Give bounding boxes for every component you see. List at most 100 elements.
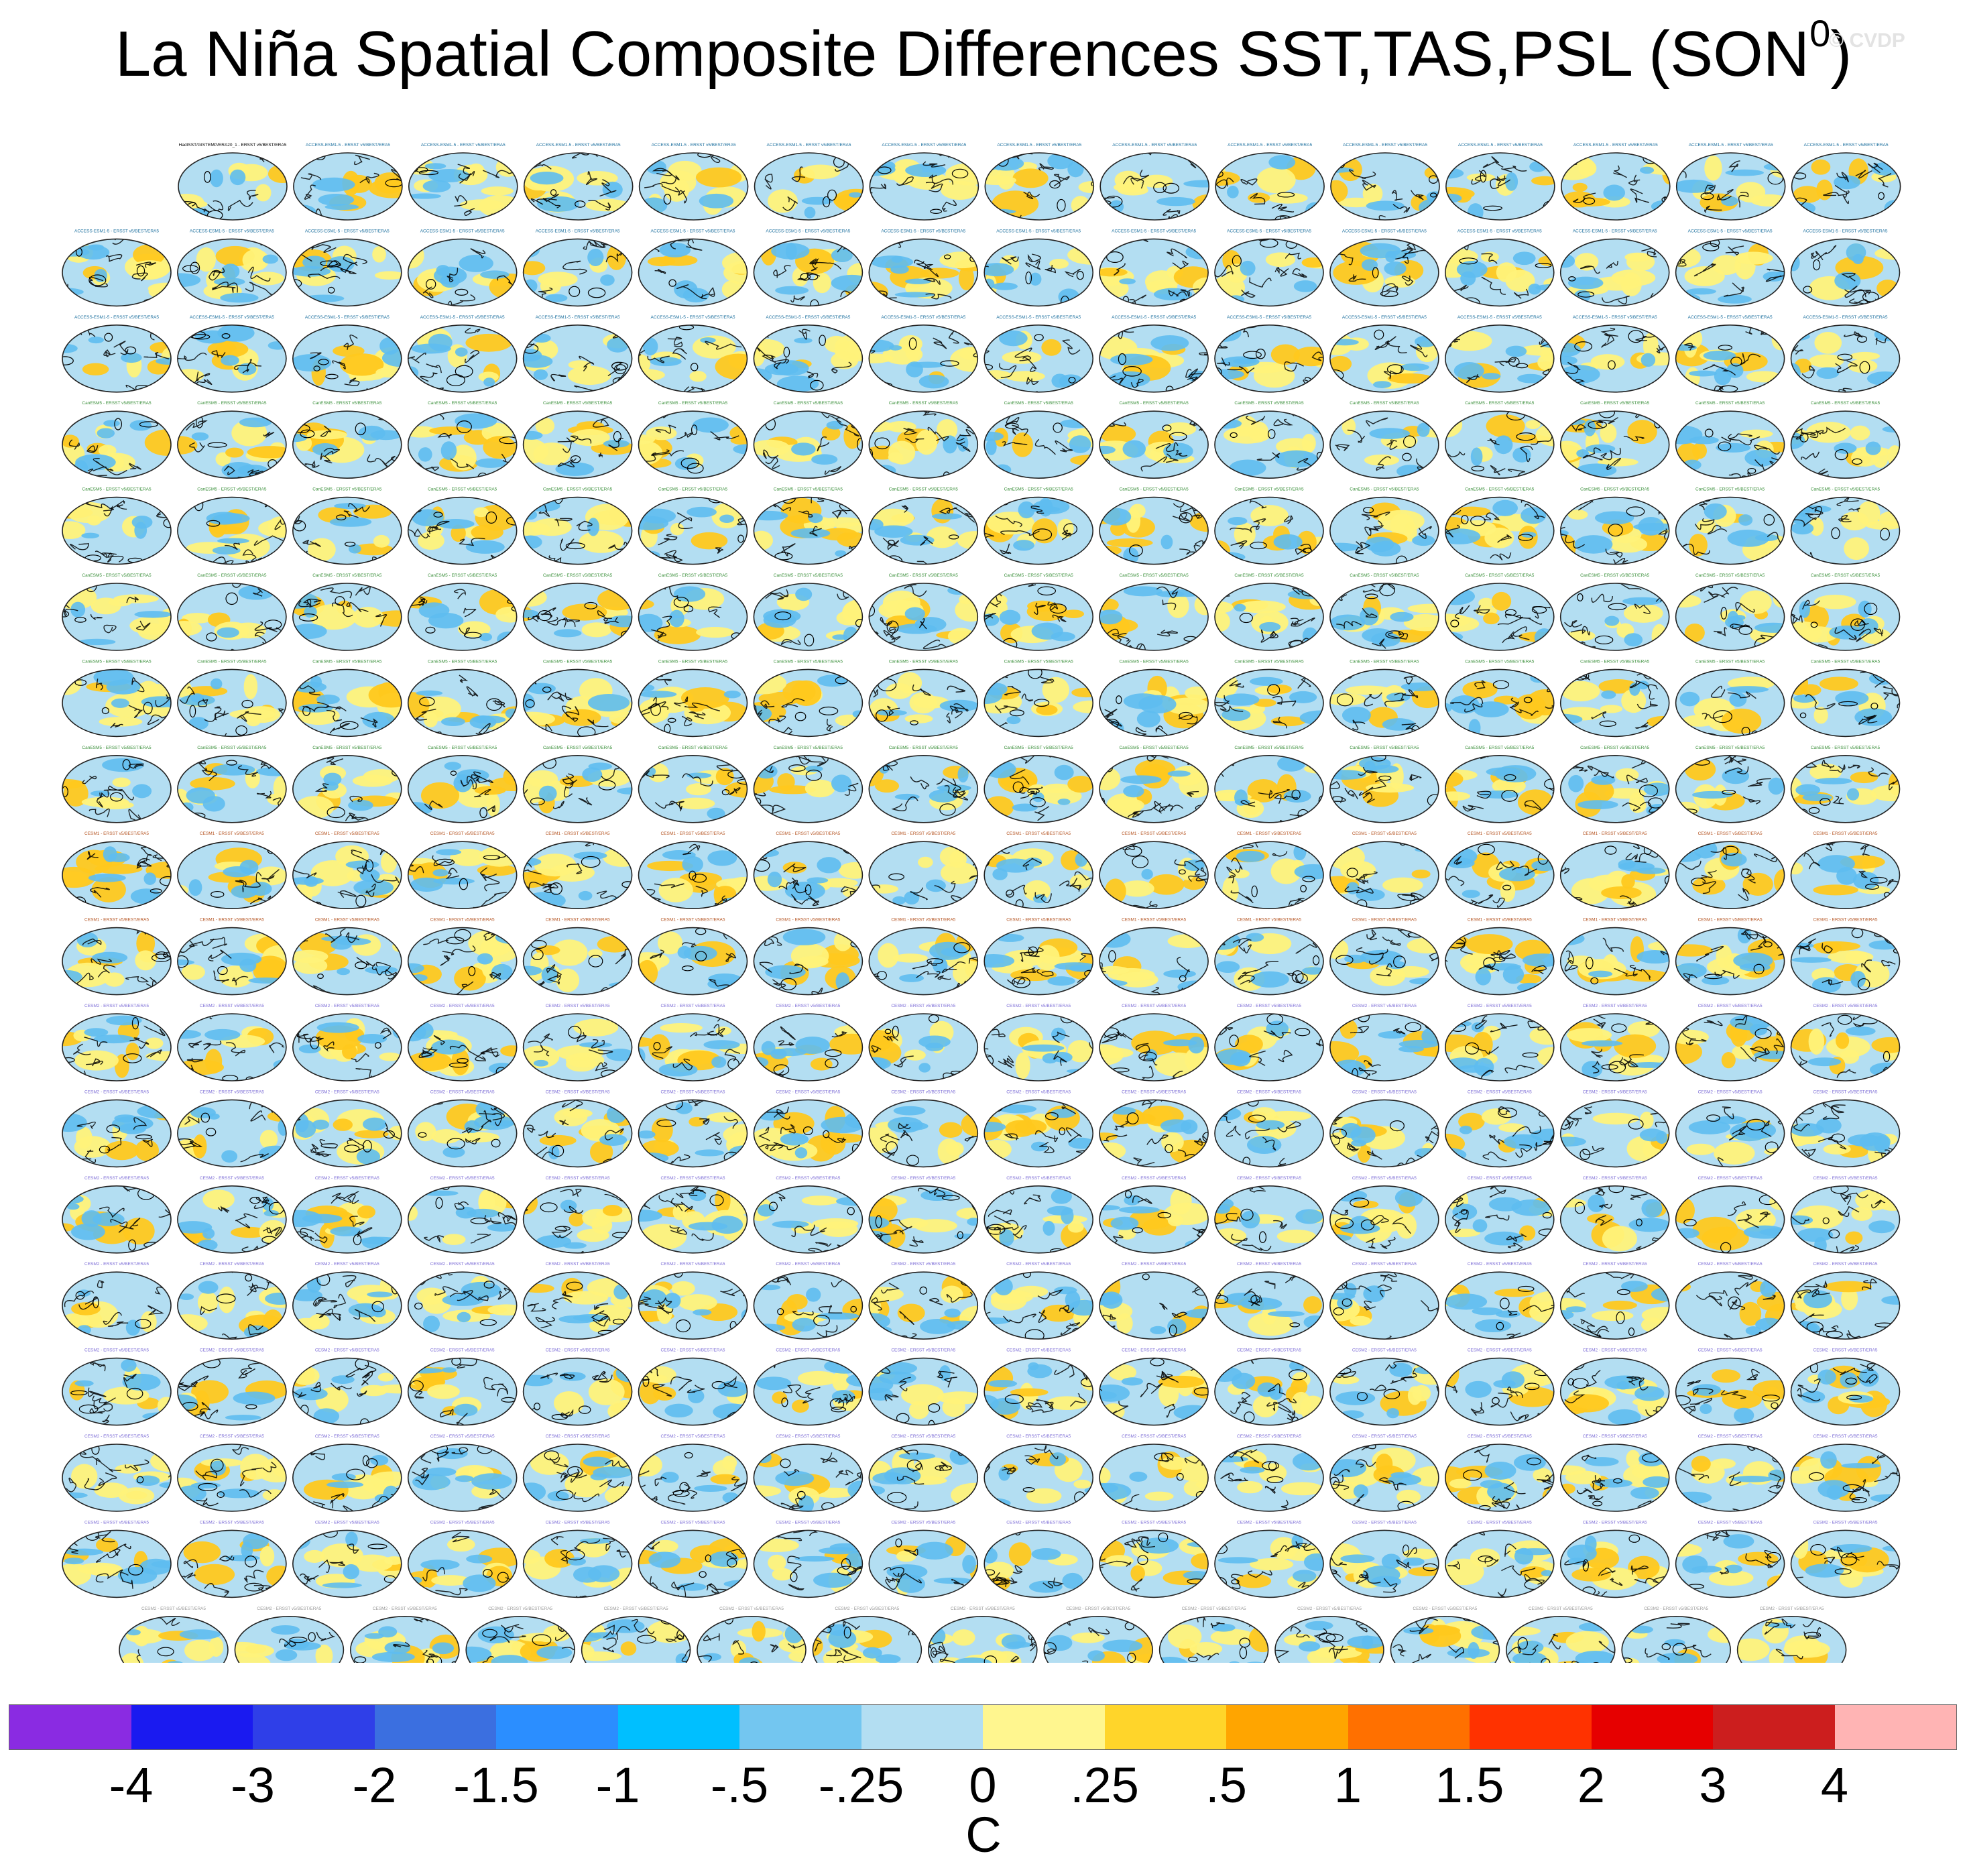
colorbar-tick-label: .5 [1205,1757,1247,1813]
panel-title: CESM2 - ERSST v5/BEST/ERA5 [315,1004,379,1008]
map-outline [1675,238,1785,307]
panel-title: CanESM5 - ERSST v5/BEST/ERA5 [658,487,728,492]
map-body [1445,668,1555,738]
panel-title: CESM2 - ERSST v5/BEST/ERA5 [373,1606,437,1611]
map-body [1099,1013,1209,1081]
map-body [1214,1099,1324,1168]
map-body [1214,410,1324,479]
map-outline [1675,755,1785,823]
map-panel: CESM2 - ERSST v5/BEST/ERA5 [522,1434,633,1512]
panel-title: CESM2 - ERSST v5/BEST/ERA5 [1237,1176,1301,1181]
panel-title: CESM2 - ERSST v5/BEST/ERA5 [84,1004,149,1008]
panel-title: CESM2 - ERSST v5/BEST/ERA5 [1583,1348,1647,1353]
map-outline [522,324,633,393]
panel-title: CESM2 - ERSST v5/BEST/ERA5 [776,1520,840,1525]
map-panel: CanESM5 - ERSST v5/BEST/ERA5 [1445,659,1555,738]
map-outline [177,1099,287,1168]
map-panel: CanESM5 - ERSST v5/BEST/ERA5 [638,401,748,479]
panel-title: CESM2 - ERSST v5/BEST/ERA5 [661,1520,725,1525]
map-body [1099,668,1209,738]
map-body [638,152,749,221]
map-panel: CanESM5 - ERSST v5/BEST/ERA5 [1559,487,1670,565]
map-panel: CESM2 - ERSST v5/BEST/ERA5 [62,1004,172,1081]
colorbar-tick-label: 0 [969,1757,997,1813]
panel-title: CESM1 - ERSST v5/BEST/ERA5 [200,831,264,836]
panel-title: CESM2 - ERSST v5/BEST/ERA5 [1468,1090,1532,1094]
map-body [177,927,287,996]
map-panel: CESM2 - ERSST v5/BEST/ERA5 [1675,1520,1785,1598]
map-outline [1214,1357,1324,1426]
map-panel: CESM1 - ERSST v5/BEST/ERA5 [984,918,1093,996]
panel-title: CanESM5 - ERSST v5/BEST/ERA5 [1465,659,1535,664]
map-panel: CanESM5 - ERSST v5/BEST/ERA5 [1329,746,1439,823]
panel-title: CanESM5 - ERSST v5/BEST/ERA5 [197,746,267,750]
map-panel: CanESM5 - ERSST v5/BEST/ERA5 [868,401,979,479]
map-outline [177,1271,287,1340]
map-panel: ACCESS-ESM1-5 - ERSST v5/BEST/ERA5 [1329,315,1439,393]
panel-title: CESM1 - ERSST v5/BEST/ERA5 [430,918,495,923]
map-outline [1445,324,1555,393]
colorbar-units: C [965,1807,1002,1863]
map-panel: CanESM5 - ERSST v5/BEST/ERA5 [407,746,518,823]
map-body [1790,1099,1901,1168]
map-outline [1559,841,1670,909]
map-panel: CESM2 - ERSST v5/BEST/ERA5 [522,1520,633,1598]
panel-title: CanESM5 - ERSST v5/BEST/ERA5 [1004,659,1074,664]
map-panel: CESM2 - ERSST v5/BEST/ERA5 [1790,1262,1901,1340]
map-outline [292,755,402,823]
map-outline [1790,1099,1901,1168]
panel-title: CanESM5 - ERSST v5/BEST/ERA5 [543,487,613,492]
map-body [177,1185,287,1254]
map-body [62,841,172,909]
panel-title: CanESM5 - ERSST v5/BEST/ERA5 [1695,401,1765,406]
panel-title: CanESM5 - ERSST v5/BEST/ERA5 [774,487,843,492]
map-body [1214,1444,1324,1512]
map-panel: CanESM5 - ERSST v5/BEST/ERA5 [984,659,1093,738]
panel-title: CESM2 - ERSST v5/BEST/ERA5 [1122,1262,1186,1267]
map-body [984,1185,1093,1254]
map-outline [868,1099,979,1168]
map-panel: CanESM5 - ERSST v5/BEST/ERA5 [753,573,863,651]
panel-title: CanESM5 - ERSST v5/BEST/ERA5 [1811,487,1881,492]
map-outline [62,1529,172,1598]
map-panel: CESM2 - ERSST v5/BEST/ERA5 [1099,1348,1209,1426]
map-outline [1214,755,1324,823]
map-panel: CESM2 - ERSST v5/BEST/ERA5 [1675,1434,1785,1512]
map-body [1790,238,1901,307]
map-outline [292,668,402,738]
map-body [292,927,402,996]
map-body [638,410,748,479]
map-panel: CESM2 - ERSST v5/BEST/ERA5 [407,1090,518,1168]
panel-title: CESM2 - ERSST v5/BEST/ERA5 [1468,1434,1532,1439]
panel-title: CESM2 - ERSST v5/BEST/ERA5 [1813,1090,1878,1094]
map-outline [1099,1185,1209,1254]
map-outline [581,1616,691,1663]
map-panel: CESM1 - ERSST v5/BEST/ERA5 [1675,831,1785,909]
map-panel: ACCESS-ESM1-5 - ERSST v5/BEST/ERA5 [1445,229,1555,307]
map-outline [1099,755,1209,823]
map-body [1330,152,1440,221]
map-panel: CanESM5 - ERSST v5/BEST/ERA5 [62,659,172,738]
map-outline [407,1013,518,1081]
map-panel: CESM2 - ERSST v5/BEST/ERA5 [1621,1606,1731,1663]
panel-title: CESM2 - ERSST v5/BEST/ERA5 [315,1434,379,1439]
map-panel: CESM2 - ERSST v5/BEST/ERA5 [1214,1348,1324,1426]
map-panel: CESM1 - ERSST v5/BEST/ERA5 [407,918,518,996]
map-panel: ACCESS-ESM1-5 - ERSST v5/BEST/ERA5 [1445,315,1555,393]
panel-title: CESM2 - ERSST v5/BEST/ERA5 [84,1090,149,1094]
panel-title: CESM1 - ERSST v5/BEST/ERA5 [661,918,725,923]
map-body [753,927,863,996]
map-panel: CESM2 - ERSST v5/BEST/ERA5 [62,1434,172,1512]
map-body [1559,1271,1670,1340]
map-body [1329,668,1439,738]
map-outline [1329,1099,1439,1168]
map-body [1214,496,1324,565]
map-panel: CESM2 - ERSST v5/BEST/ERA5 [1506,1606,1616,1663]
map-panel: CanESM5 - ERSST v5/BEST/ERA5 [1559,401,1670,479]
map-outline [522,1099,633,1168]
map-outline [638,755,748,823]
map-panel: ACCESS-ESM1-5 - ERSST v5/BEST/ERA5 [407,229,518,307]
panel-title: CanESM5 - ERSST v5/BEST/ERA5 [1234,746,1304,750]
map-panel: CESM2 - ERSST v5/BEST/ERA5 [753,1348,863,1426]
map-panel: CanESM5 - ERSST v5/BEST/ERA5 [1559,746,1670,823]
